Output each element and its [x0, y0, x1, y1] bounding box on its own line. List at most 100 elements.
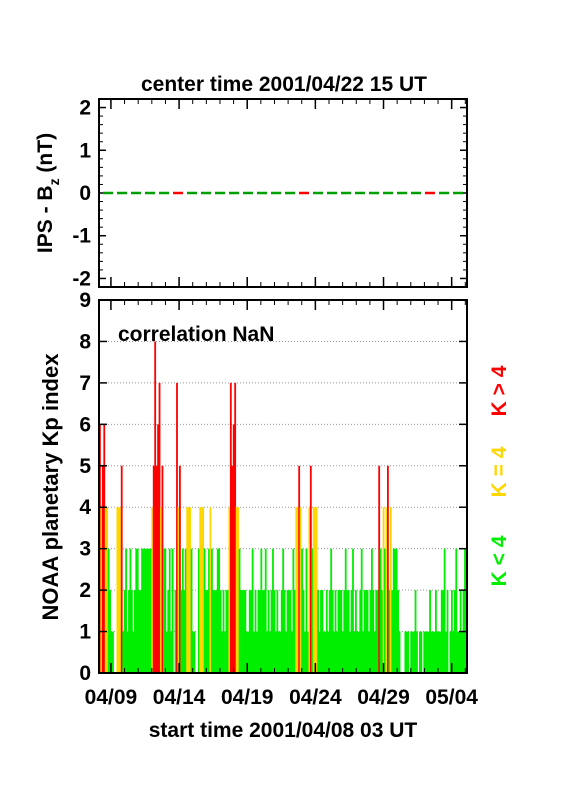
kp-bar [411, 631, 414, 673]
kp-bar [340, 590, 343, 673]
kp-bar [263, 590, 266, 673]
kp-bar [381, 590, 383, 673]
kp-bar [259, 590, 261, 673]
kp-bar [429, 590, 431, 673]
kp-bar [229, 382, 232, 673]
kp-bar [125, 548, 127, 673]
kp-bar [424, 631, 427, 673]
kp-bar [427, 631, 430, 673]
kp-bar [193, 631, 196, 673]
kp-bar [231, 465, 234, 673]
kp-bar [392, 548, 395, 673]
kp-bar [311, 548, 314, 673]
kp-bar [212, 590, 215, 673]
kp-bar [147, 548, 149, 673]
kp-bar [267, 590, 270, 673]
kp-bar [203, 548, 206, 673]
kp-xtick-label: 04/29 [357, 686, 410, 709]
top-ylabel-unit: (nT) [34, 133, 57, 178]
kp-bar [298, 465, 301, 673]
kp-bar [423, 631, 426, 673]
kp-bar [323, 631, 325, 673]
kp-bar [260, 548, 263, 673]
kp-bar [164, 548, 167, 673]
kp-bar [251, 548, 254, 673]
kp-bar [157, 424, 159, 673]
top-ylabel-sub: z [46, 178, 62, 185]
kp-bar [372, 590, 375, 673]
kp-bar [253, 631, 255, 673]
kp-bar [151, 507, 154, 673]
kp-bar [451, 590, 453, 673]
top-ytick-label: -1 [72, 225, 91, 248]
kp-bar [455, 548, 458, 673]
kp-bar [282, 548, 285, 673]
kp-bar [141, 548, 143, 673]
kp-bar [378, 465, 381, 673]
kp-bar [376, 590, 379, 673]
kp-bar [129, 548, 132, 673]
kp-bar [272, 548, 274, 673]
kp-bar [165, 631, 168, 673]
kp-bar [190, 548, 193, 673]
kp-bar [436, 631, 439, 673]
kp-bar [289, 590, 292, 673]
kp-bar [419, 631, 421, 673]
kp-bar [328, 590, 331, 673]
kp-bar [109, 590, 111, 673]
svg-text:IPS - Bz (nT): IPS - Bz (nT) [34, 133, 62, 253]
kp-bar [248, 590, 251, 673]
kp-bar [133, 590, 136, 673]
kp-bar [337, 590, 340, 673]
kp-bar [371, 548, 373, 673]
top-ytick-label: 1 [79, 139, 91, 162]
kp-bar [382, 507, 385, 673]
kp-bar [307, 631, 309, 673]
kp-bar [179, 465, 181, 673]
kp-bar [334, 590, 337, 673]
kp-bar [357, 631, 360, 673]
kp-bar [277, 631, 280, 673]
kp-bar [449, 631, 452, 673]
kp-bar [122, 631, 125, 673]
kp-bar [205, 590, 207, 673]
kp-bar [317, 590, 319, 673]
kp-bar [315, 507, 318, 673]
kp-bar [180, 590, 183, 673]
kp-bar [426, 631, 429, 673]
kp-bar [211, 548, 213, 673]
kp-bar [369, 590, 372, 673]
kp-bar [120, 465, 123, 673]
kp-bar [456, 631, 459, 673]
kp-bar [355, 590, 357, 673]
kp-ytick-label: 1 [79, 621, 91, 644]
kp-bar [407, 631, 410, 673]
kp-bar [206, 590, 209, 673]
kp-bar [139, 590, 142, 673]
kp-bar [144, 548, 146, 673]
kp-bar [405, 631, 408, 673]
kp-bar [176, 382, 178, 673]
kp-bar [365, 590, 367, 673]
top-panel-title: center time 2001/04/22 15 UT [141, 73, 427, 96]
kp-bar [387, 465, 389, 673]
kp-bar [171, 548, 174, 673]
kp-bar [241, 590, 244, 673]
kp-bar [247, 631, 250, 673]
kp-bar [257, 590, 260, 673]
kp-bar [275, 631, 277, 673]
kp-bar [395, 548, 398, 673]
kp-bar [219, 590, 222, 673]
kp-ytick-label: 0 [79, 662, 91, 685]
kp-bar [305, 548, 308, 673]
kp-bar [394, 548, 397, 673]
kp-bar [112, 631, 114, 673]
kp-bar [154, 341, 157, 673]
kp-bar [443, 548, 446, 673]
kp-bar [304, 631, 306, 673]
kp-bar [433, 631, 436, 673]
kp-bar [286, 590, 289, 673]
top-panel-y-axis-label: IPS - Bz (nT) [34, 133, 62, 253]
kp-bar [302, 590, 305, 673]
